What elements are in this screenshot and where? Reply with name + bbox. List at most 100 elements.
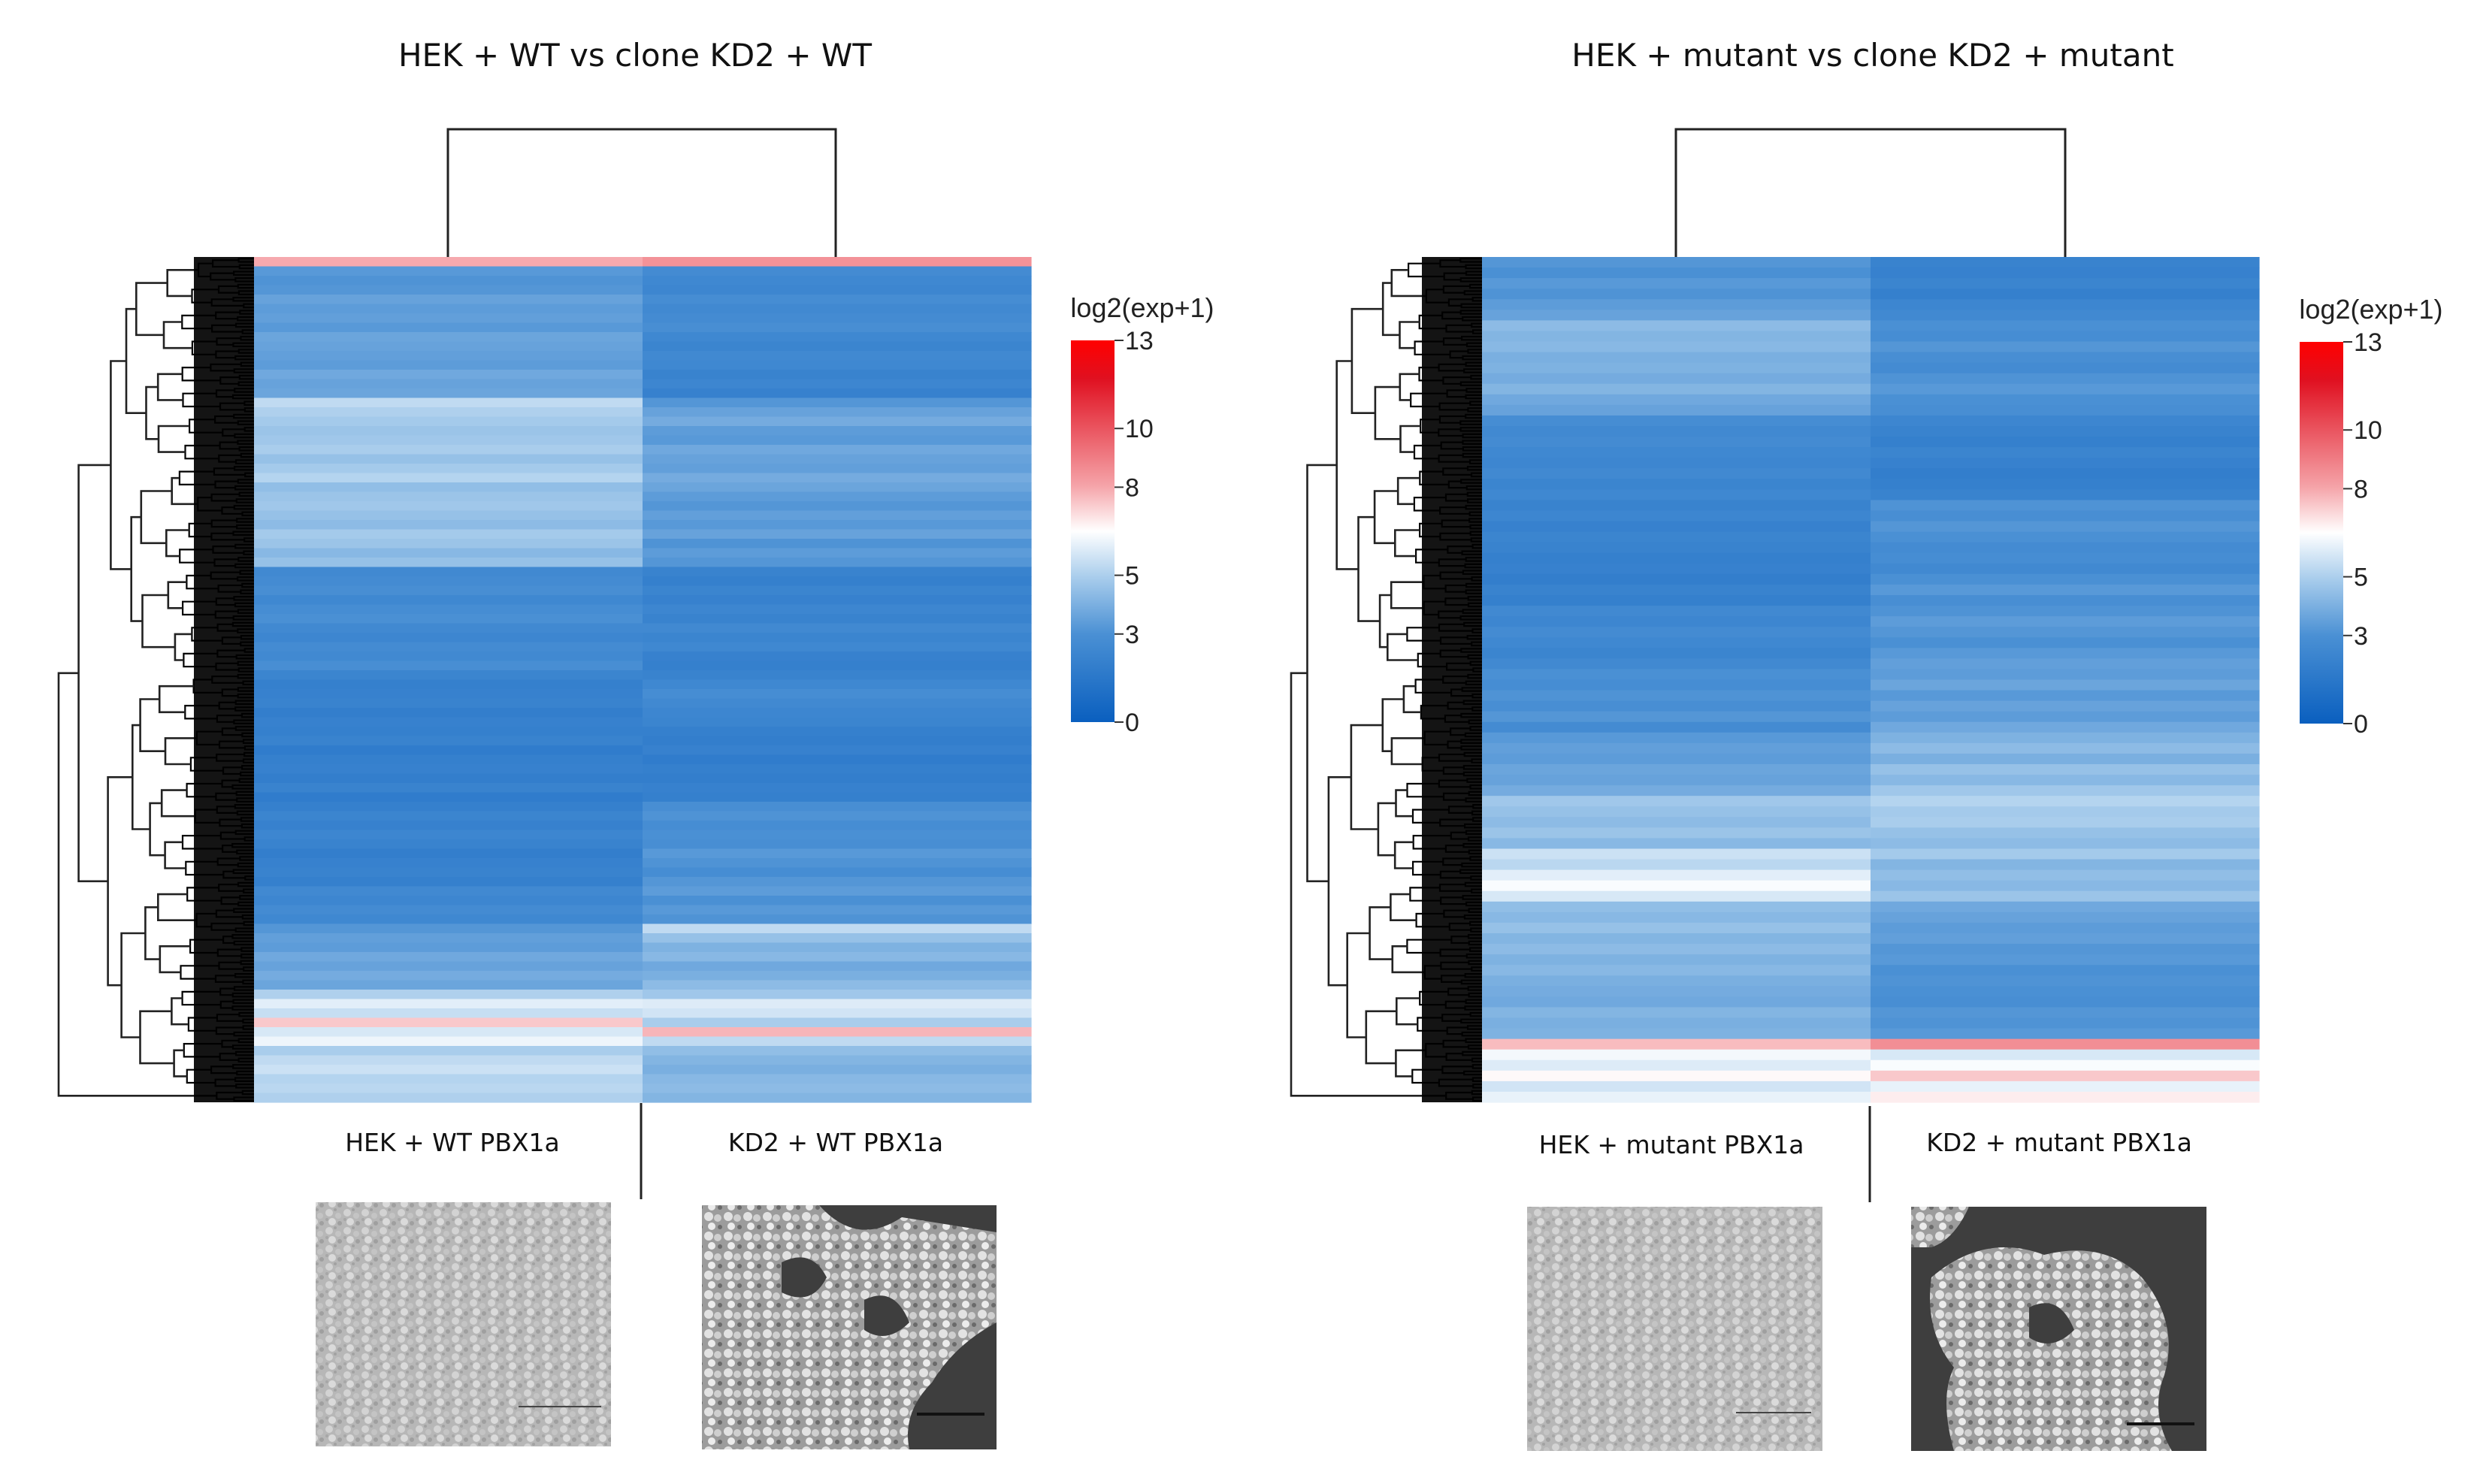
heatmap-cell bbox=[1871, 341, 2260, 353]
heatmap-cell bbox=[1482, 1070, 1871, 1082]
heatmap-cell bbox=[643, 576, 1032, 587]
heatmap-cell bbox=[1871, 848, 2260, 860]
column-label-hek-mutant: HEK + mutant PBX1a bbox=[1539, 1130, 1804, 1159]
heatmap-cell bbox=[1871, 796, 2260, 807]
heatmap-cell bbox=[254, 266, 643, 277]
heatmap-cell bbox=[643, 896, 1032, 906]
heatmap-cell bbox=[1871, 711, 2260, 723]
heatmap-panel-mutant: HEK + mutant vs clone KD2 + mutant HEK +… bbox=[1290, 37, 2443, 1451]
heatmap-cell bbox=[643, 585, 1032, 596]
heatmap-cell bbox=[1871, 479, 2260, 490]
heatmap-cell bbox=[1871, 383, 2260, 395]
heatmap-cell bbox=[1482, 1028, 1871, 1040]
color-scale-tick-label: 0 bbox=[2354, 710, 2368, 739]
heatmap-cell bbox=[1871, 267, 2260, 279]
heatmap-cell bbox=[1871, 880, 2260, 892]
heatmap-cell bbox=[1482, 690, 1871, 702]
heatmap-cell bbox=[643, 520, 1032, 530]
heatmap-cell bbox=[254, 1093, 643, 1103]
heatmap-cell bbox=[643, 295, 1032, 305]
heatmap-cell bbox=[643, 388, 1032, 399]
heatmap-cell bbox=[643, 942, 1032, 953]
heatmap-cell bbox=[643, 482, 1032, 493]
heatmap-cell bbox=[1871, 257, 2260, 268]
heatmap-cell bbox=[1482, 563, 1871, 575]
color-scale-title-wt: log2(exp+1) bbox=[1070, 292, 1214, 323]
heatmap-cell bbox=[1482, 890, 1871, 902]
heatmap-cell bbox=[1871, 331, 2260, 343]
heatmap-cell bbox=[254, 464, 643, 474]
heatmap-cell bbox=[1871, 922, 2260, 934]
heatmap-cell bbox=[254, 717, 643, 727]
heatmap-cell bbox=[254, 651, 643, 662]
heatmap-cell bbox=[1482, 796, 1871, 807]
heatmap-cell bbox=[643, 802, 1032, 812]
heatmap-cell bbox=[643, 397, 1032, 408]
heatmap-cell bbox=[643, 821, 1032, 831]
heatmap-cell bbox=[254, 830, 643, 840]
heatmap-cell bbox=[254, 295, 643, 305]
heatmap-cell bbox=[254, 501, 643, 512]
heatmap-cell bbox=[254, 745, 643, 756]
heatmap-cell bbox=[1482, 742, 1871, 754]
heatmap-cell bbox=[254, 1065, 643, 1075]
heatmap-cell bbox=[1482, 278, 1871, 289]
row-dendrogram-leaf-block bbox=[1422, 257, 1482, 1102]
heatmap-cell bbox=[1482, 521, 1871, 533]
heatmap-cell bbox=[254, 999, 643, 1009]
heatmap-cell bbox=[1482, 595, 1871, 606]
heatmap-cell bbox=[1871, 986, 2260, 997]
color-scale-title-mutant: log2(exp+1) bbox=[2299, 294, 2442, 325]
heatmap-cell bbox=[254, 633, 643, 643]
heatmap-cell bbox=[1482, 331, 1871, 343]
color-scale-bar-mutant bbox=[2300, 342, 2343, 724]
heatmap-cell bbox=[1482, 848, 1871, 860]
heatmap-cell bbox=[254, 407, 643, 418]
heatmap-cell bbox=[1482, 468, 1871, 479]
heatmap-cell bbox=[643, 999, 1032, 1009]
heatmap-cell bbox=[1482, 437, 1871, 448]
heatmap-cell bbox=[1871, 521, 2260, 533]
heatmap-cell bbox=[254, 754, 643, 765]
color-scale-ticks-wt: 0 3 5 8 10 13 bbox=[1115, 327, 1154, 737]
heatmap-cell bbox=[1482, 1038, 1871, 1050]
heatmap-cell bbox=[643, 473, 1032, 483]
heatmap-cell bbox=[1482, 721, 1871, 733]
heatmap-cell bbox=[254, 351, 643, 361]
heatmap-cell bbox=[643, 792, 1032, 802]
heatmap-cell bbox=[643, 276, 1032, 286]
heatmap-cell bbox=[254, 454, 643, 464]
heatmap-cell bbox=[1482, 606, 1871, 617]
heatmap-cell bbox=[643, 407, 1032, 418]
heatmap-cell bbox=[254, 585, 643, 596]
heatmap-cell bbox=[254, 764, 643, 775]
heatmap-cell bbox=[643, 839, 1032, 850]
micrograph-kd2-mutant bbox=[1911, 1207, 2206, 1451]
heatmap-cell bbox=[254, 923, 643, 934]
heatmap-cell bbox=[1871, 901, 2260, 913]
chart-title-mutant: HEK + mutant vs clone KD2 + mutant bbox=[1571, 37, 2173, 74]
heatmap-cell bbox=[1482, 753, 1871, 765]
row-dendrogram-branches bbox=[57, 269, 217, 1097]
heatmap-cell bbox=[643, 886, 1032, 896]
heatmap-cell bbox=[643, 923, 1032, 934]
heatmap-cell bbox=[643, 1046, 1032, 1056]
heatmap-cell bbox=[643, 464, 1032, 474]
heatmap-cell bbox=[1482, 479, 1871, 490]
heatmap-cell bbox=[1871, 437, 2260, 448]
heatmap-cell bbox=[1482, 679, 1871, 691]
color-scale-tick-label: 13 bbox=[1125, 327, 1154, 355]
heatmap-cell bbox=[1871, 500, 2260, 512]
heatmap-cell bbox=[1871, 595, 2260, 606]
heatmap-cell bbox=[1482, 310, 1871, 321]
heatmap-cell bbox=[643, 679, 1032, 690]
heatmap-cell bbox=[254, 773, 643, 784]
heatmap-cell bbox=[1482, 817, 1871, 828]
heatmap-cell bbox=[1871, 817, 2260, 828]
heatmap-cell bbox=[1482, 257, 1871, 268]
heatmap-cell bbox=[1871, 606, 2260, 617]
heatmap-cell bbox=[254, 285, 643, 295]
heatmap-cell bbox=[643, 435, 1032, 446]
heatmap-cell bbox=[643, 858, 1032, 869]
heatmap-cell bbox=[254, 491, 643, 502]
